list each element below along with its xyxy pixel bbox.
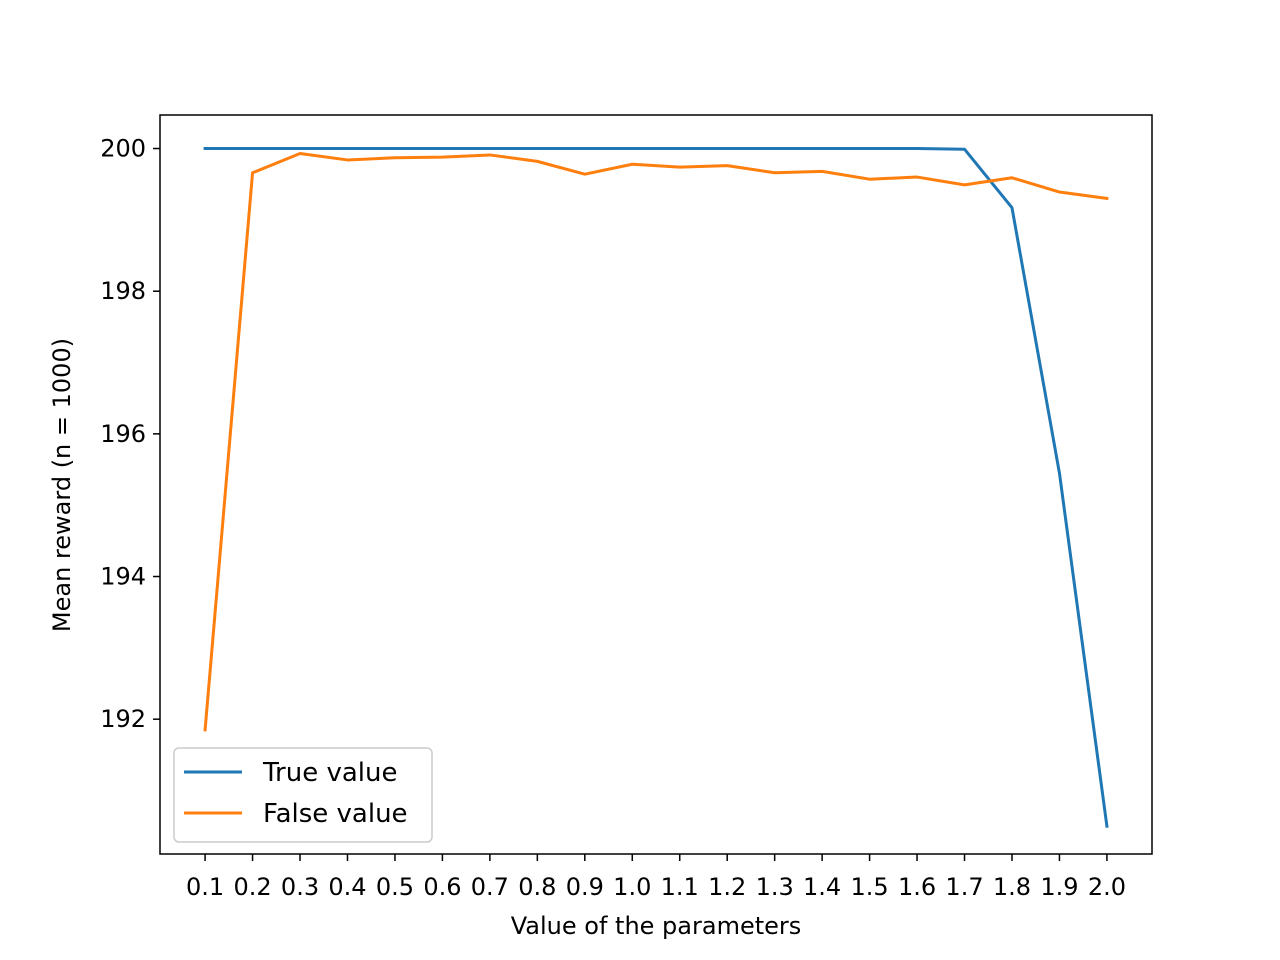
x-tick-label: 0.7	[471, 873, 509, 901]
series-lines	[203, 147, 1109, 828]
plot-area-frame	[159, 114, 1153, 855]
y-tick-label: 192	[100, 705, 146, 733]
x-tick-label: 0.5	[376, 873, 414, 901]
x-tick-label: 1.7	[945, 873, 983, 901]
x-tick-label: 0.8	[518, 873, 556, 901]
x-axis-ticks: 0.1 0.2 0.3 0.4 0.5 0.6 0.7 0.8 0.9 1.0 1.1 1.2 1.3 1…	[186, 854, 1126, 901]
x-tick-label: 0.1	[186, 873, 224, 901]
x-tick-label: 2.0	[1088, 873, 1126, 901]
legend: True value False value	[173, 747, 433, 843]
x-tick-label: 0.3	[281, 873, 319, 901]
series-line-false-value	[203, 152, 1109, 732]
legend-label-true-value: True value	[262, 758, 398, 788]
x-tick-label: 1.4	[803, 873, 841, 901]
y-tick-label: 200	[100, 135, 146, 163]
y-axis-ticks: 192 194 196 198 200	[100, 135, 160, 733]
x-tick-label: 1.1	[661, 873, 699, 901]
x-tick-label: 0.9	[566, 873, 604, 901]
y-tick-label: 198	[100, 277, 146, 305]
x-tick-label: 0.6	[423, 873, 461, 901]
series-line-true-value	[203, 147, 1109, 828]
x-tick-label: 1.8	[993, 873, 1031, 901]
x-tick-label: 0.4	[328, 873, 366, 901]
y-tick-label: 194	[100, 563, 146, 591]
x-tick-label: 1.9	[1040, 873, 1078, 901]
x-tick-label: 1.2	[708, 873, 746, 901]
y-tick-label: 196	[100, 420, 146, 448]
x-tick-label: 1.3	[756, 873, 794, 901]
x-tick-label: 1.6	[898, 873, 936, 901]
legend-label-false-value: False value	[263, 799, 408, 829]
x-axis-label: Value of the parameters	[511, 912, 802, 940]
x-tick-label: 1.5	[851, 873, 889, 901]
x-tick-label: 0.2	[233, 873, 271, 901]
x-tick-label: 1.0	[613, 873, 651, 901]
y-axis-label: Mean reward (n = 1000)	[48, 338, 76, 632]
